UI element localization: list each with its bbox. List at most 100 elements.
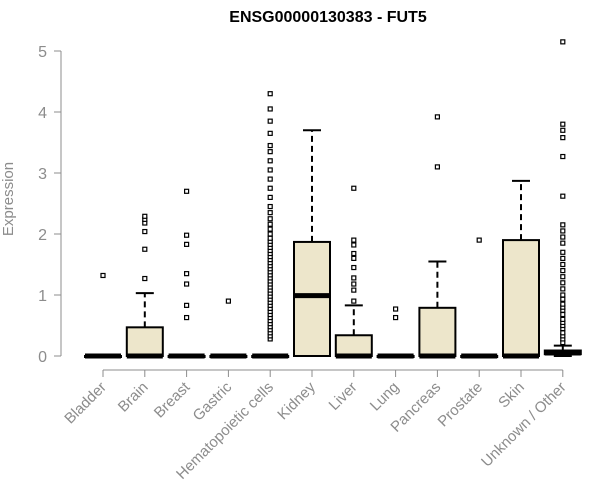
outlier-point <box>351 237 357 243</box>
x-tick-label: Skin <box>495 379 528 412</box>
box-skin <box>502 179 540 359</box>
x-tick-label: Kidney <box>274 378 319 423</box>
outlier-point <box>267 185 273 191</box>
box-hematopoietic-cells <box>251 91 290 359</box>
outlier-point <box>184 271 190 277</box>
outlier-point <box>560 292 566 298</box>
box-pancreas <box>418 114 457 359</box>
x-tick-label: Liver <box>326 379 361 414</box>
outlier-point <box>184 232 190 238</box>
outlier-point <box>351 242 357 248</box>
outlier-point <box>351 250 357 257</box>
outlier-point <box>351 275 357 281</box>
outlier-point <box>351 298 357 304</box>
outlier-point <box>100 272 106 279</box>
box-kidney <box>293 129 331 357</box>
outlier-point <box>560 330 566 336</box>
x-tick-label: Lung <box>367 379 403 415</box>
outlier-point <box>393 306 399 312</box>
outlier-point <box>184 188 190 194</box>
outlier-point <box>267 235 273 241</box>
outlier-point <box>184 241 190 247</box>
box-body <box>125 326 164 357</box>
box-body <box>418 306 457 357</box>
y-tick-label: 3 <box>38 166 47 183</box>
outlier-point <box>393 314 399 321</box>
outlier-point <box>351 264 357 271</box>
outlier-point <box>267 231 273 237</box>
outlier-point <box>142 228 148 235</box>
outlier-point <box>267 167 273 173</box>
box-prostate <box>460 237 499 359</box>
outlier-point <box>434 114 440 120</box>
box-body <box>334 334 373 358</box>
outlier-point <box>476 237 482 243</box>
outlier-point <box>560 249 566 255</box>
outlier-point <box>560 228 566 234</box>
chart-title: ENSG00000130383 - FUT5 <box>229 9 427 26</box>
outlier-point <box>560 280 566 286</box>
outlier-point <box>560 135 566 141</box>
outlier-point <box>560 240 566 246</box>
outlier-point <box>560 153 566 160</box>
outlier-point <box>560 286 566 292</box>
plot-area <box>84 39 582 359</box>
box-unknown-other <box>543 39 582 357</box>
outlier-point <box>560 301 566 307</box>
outlier-point <box>351 255 357 261</box>
outlier-point <box>560 316 566 322</box>
outlier-point <box>267 176 273 182</box>
outlier-point <box>267 106 273 112</box>
outlier-point <box>142 246 148 252</box>
box-gastric <box>209 298 248 359</box>
outlier-point <box>434 164 440 170</box>
box-body <box>293 240 331 357</box>
y-tick-label: 4 <box>38 105 47 122</box>
y-tick-label: 5 <box>38 44 47 61</box>
outlier-point <box>267 203 273 210</box>
outlier-point <box>267 130 273 136</box>
outlier-point <box>267 216 273 222</box>
outlier-point <box>560 121 566 127</box>
x-tick-label: Brain <box>115 379 152 416</box>
x-tick-label: Breast <box>151 378 194 421</box>
x-tick-label: Prostate <box>434 379 486 431</box>
outlier-point <box>184 302 190 308</box>
box-liver <box>334 185 373 359</box>
outlier-point <box>560 268 566 274</box>
y-tick-label: 2 <box>38 227 47 244</box>
outlier-point <box>560 39 566 45</box>
outlier-point <box>267 142 273 149</box>
outlier-point <box>267 91 273 97</box>
box-bladder <box>84 272 122 359</box>
outlier-point <box>184 314 190 321</box>
box-breast <box>167 188 206 359</box>
box-brain <box>125 213 164 359</box>
outlier-point <box>351 185 357 191</box>
outlier-point <box>560 222 566 228</box>
outlier-point <box>560 261 566 268</box>
outlier-point <box>184 281 190 287</box>
outlier-point <box>267 149 273 155</box>
outlier-point <box>267 194 273 200</box>
outlier-point <box>267 221 273 227</box>
outlier-point <box>351 287 357 293</box>
outlier-point <box>351 281 357 287</box>
outlier-point <box>560 127 566 133</box>
outlier-point <box>560 274 566 280</box>
y-tick-label: 0 <box>38 349 47 366</box>
y-axis-label: Expression <box>0 162 17 236</box>
y-axis: 0 1 2 3 4 5 <box>38 44 62 366</box>
outlier-point <box>267 118 273 124</box>
outlier-point <box>560 234 566 240</box>
y-tick-label: 1 <box>38 288 47 305</box>
outlier-point <box>142 213 148 219</box>
x-tick-label: Bladder <box>61 379 110 428</box>
outlier-point <box>560 311 566 318</box>
box-lung <box>376 306 415 359</box>
box-body <box>502 239 540 358</box>
outlier-point <box>560 193 566 199</box>
outlier-point <box>142 275 148 282</box>
